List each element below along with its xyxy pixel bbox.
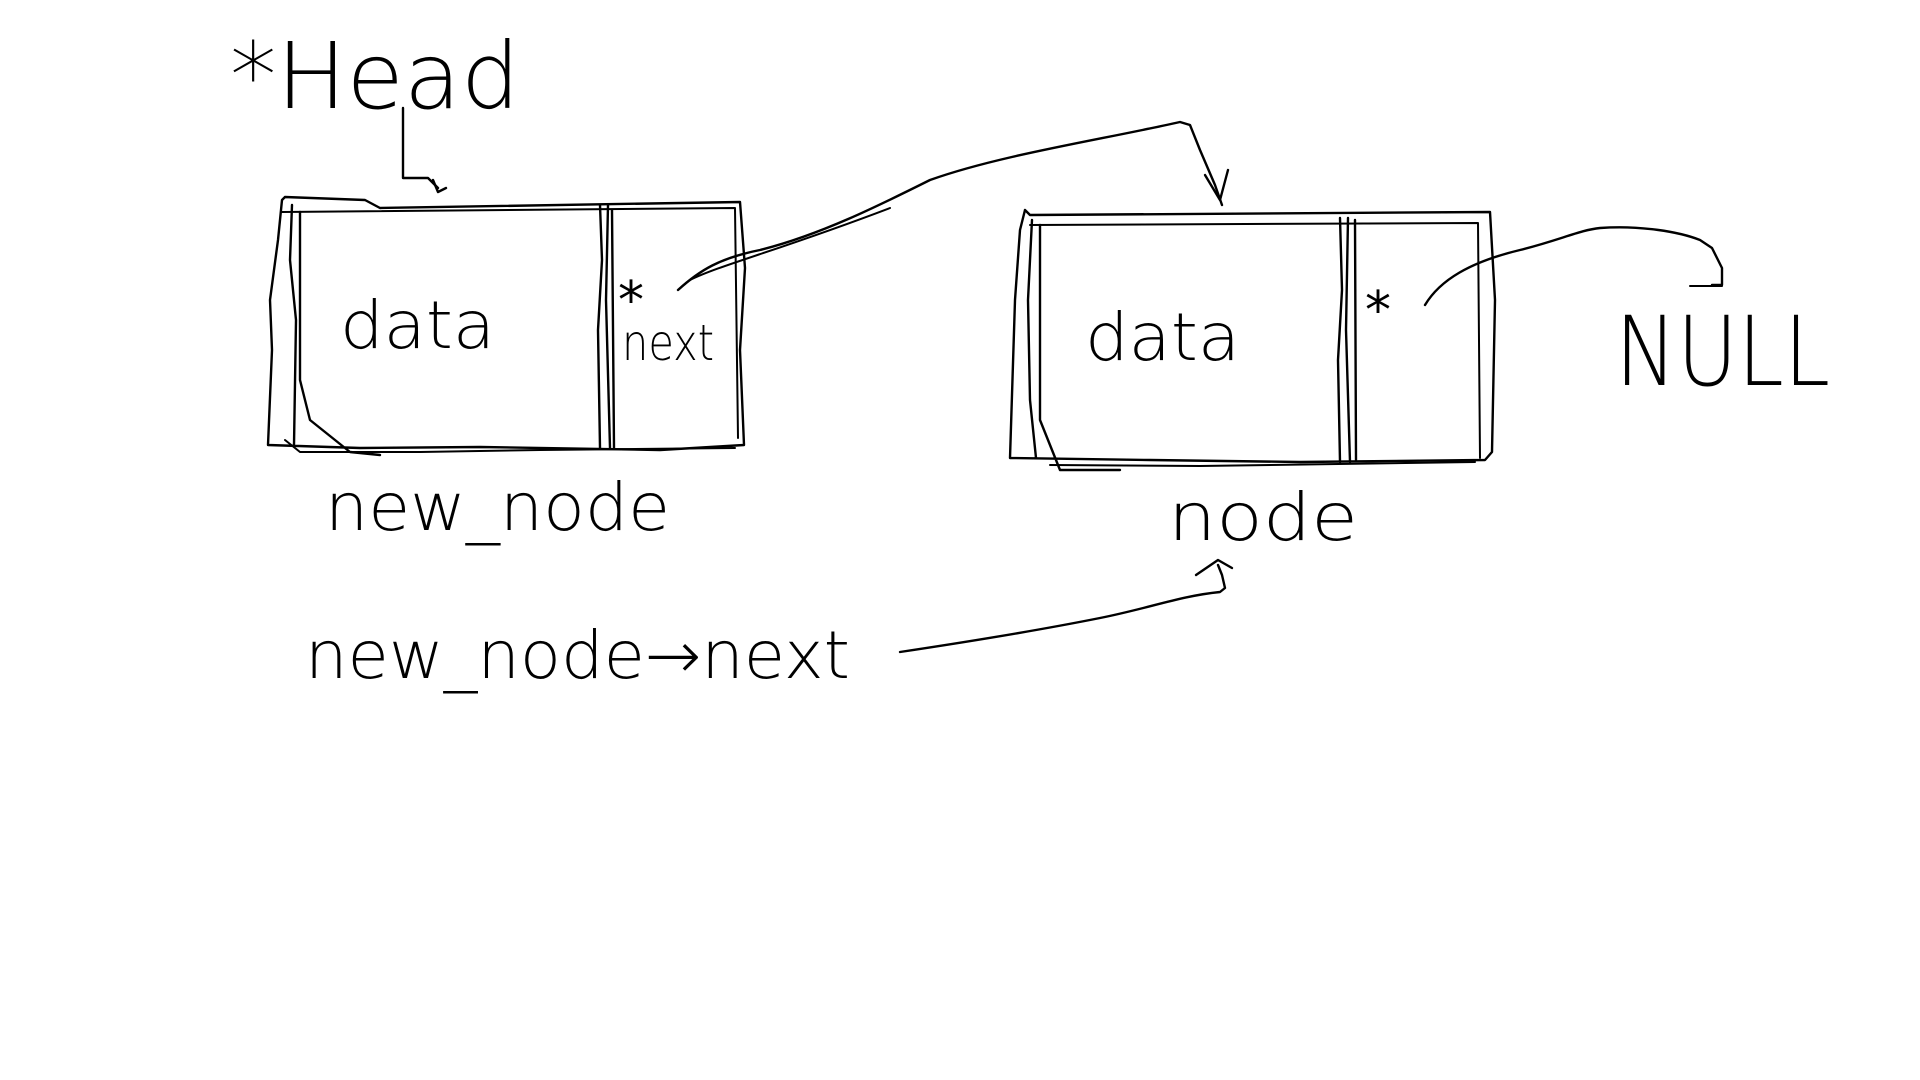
new-node-box (266, 195, 747, 457)
node-outline (1008, 208, 1497, 472)
new-node-next-label: next (622, 314, 714, 372)
new-node-divider (596, 203, 616, 450)
node-box (1008, 208, 1497, 472)
annotation-arrow (898, 563, 1227, 654)
annotation-arrowhead (1194, 558, 1234, 577)
node-next-star: * (1365, 281, 1391, 341)
new-node-outline-retrace (281, 207, 739, 453)
annotation-label: new_node→next (305, 617, 850, 694)
node-outline-retrace (1029, 222, 1481, 467)
head-pointer-arrowhead (431, 178, 448, 194)
new-node-outline (266, 195, 747, 457)
head-label: *Head (230, 23, 520, 130)
node-divider (1336, 216, 1358, 464)
node-caption: node (1168, 479, 1358, 556)
new-node-next-star: * (618, 271, 644, 331)
null-pointer-arrow (1423, 226, 1724, 307)
node-data-label: data (1085, 299, 1240, 376)
next-pointer-arrow (676, 120, 1224, 292)
new-node-data-label: data (340, 287, 495, 364)
new-node-caption: new_node (325, 469, 670, 546)
next-pointer-arrowhead (1203, 168, 1230, 202)
next-pointer-stroke-extra (689, 207, 891, 281)
null-label: NULL (1615, 296, 1830, 408)
